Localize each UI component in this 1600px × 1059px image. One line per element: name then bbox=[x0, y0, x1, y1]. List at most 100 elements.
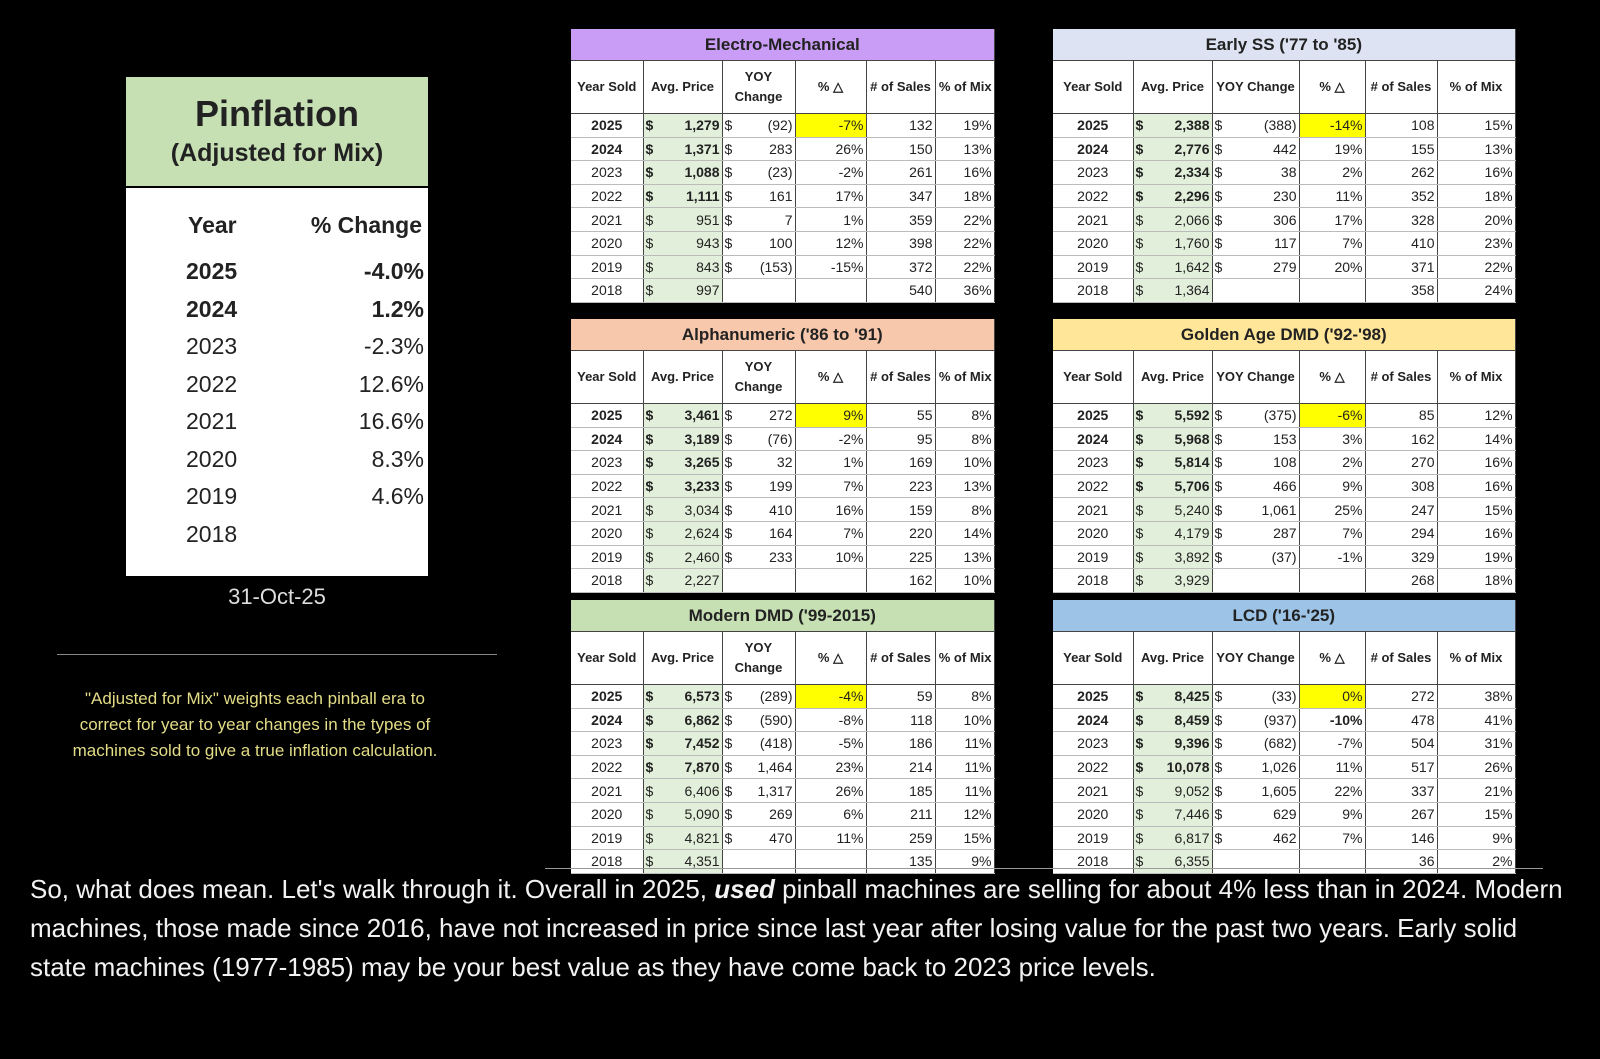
yoy-change: $ (388) bbox=[1212, 113, 1300, 138]
avg-price: $1,642 bbox=[1133, 255, 1213, 280]
yoy-change: $164 bbox=[722, 521, 796, 546]
yoy-change: $199 bbox=[722, 474, 796, 499]
yoy-change: $ (153) bbox=[722, 255, 796, 280]
table-row: 2019 $3,892 $ (37) -1% 329 19% bbox=[1053, 545, 1516, 570]
currency-symbol: $ bbox=[724, 164, 733, 181]
yoy-change bbox=[722, 278, 796, 303]
year-sold: 2024 bbox=[571, 137, 644, 162]
yoy-value: 108 bbox=[1273, 454, 1297, 471]
yoy-change: $1,026 bbox=[1212, 755, 1300, 780]
year-sold: 2021 bbox=[1053, 497, 1134, 522]
currency-symbol: $ bbox=[1214, 548, 1223, 565]
pct-change: -7% bbox=[795, 113, 867, 138]
yoy-change: $32 bbox=[722, 450, 796, 475]
table-row: 2019 $843 $ (153) -15% 372 22% bbox=[571, 255, 995, 280]
currency-symbol: $ bbox=[1214, 407, 1223, 424]
yoy-value: (153) bbox=[759, 258, 793, 275]
currency-symbol: $ bbox=[1135, 407, 1144, 424]
pct-of-mix: 21% bbox=[1437, 778, 1516, 803]
column-header: Year Sold bbox=[1053, 631, 1134, 685]
pinflation-subtitle: (Adjusted for Mix) bbox=[170, 139, 384, 167]
currency-symbol: $ bbox=[1135, 282, 1144, 299]
year-sold: 2022 bbox=[571, 755, 644, 780]
price-value: 951 bbox=[696, 211, 720, 228]
pct-of-mix: 15% bbox=[1437, 497, 1516, 522]
yoy-value: 7 bbox=[784, 211, 793, 228]
pinflation-row: 2024 1.2% bbox=[126, 291, 428, 329]
avg-price: $3,929 bbox=[1133, 568, 1213, 593]
avg-price: $943 bbox=[643, 231, 723, 256]
yoy-value: 462 bbox=[1273, 829, 1297, 846]
yoy-value: 283 bbox=[769, 140, 793, 157]
table-row: 2023 $1,088 $ (23) -2% 261 16% bbox=[571, 160, 995, 185]
num-sales: 159 bbox=[866, 497, 936, 522]
num-sales: 118 bbox=[866, 708, 936, 733]
yoy-change: $7 bbox=[722, 207, 796, 232]
column-header: % △ bbox=[795, 60, 867, 114]
year-sold: 2020 bbox=[571, 802, 644, 827]
pinflation-rows: 2025 -4.0% 2024 1.2% 2023 -2.3% 2022 12.6% 2021 1… bbox=[126, 253, 428, 553]
avg-price: $5,090 bbox=[643, 802, 723, 827]
year-sold: 2023 bbox=[571, 450, 644, 475]
currency-symbol: $ bbox=[1214, 117, 1223, 134]
para-text: So, what does mean. Let's walk through i… bbox=[30, 874, 715, 904]
pinflation-header: Pinflation (Adjusted for Mix) bbox=[126, 77, 428, 188]
num-sales: 135 bbox=[866, 849, 936, 874]
currency-symbol: $ bbox=[1214, 829, 1223, 846]
table-row: 2022 $1,111 $161 17% 347 18% bbox=[571, 184, 995, 209]
divider bbox=[57, 654, 497, 655]
currency-symbol: $ bbox=[645, 572, 654, 589]
row-change: 1.2% bbox=[371, 295, 424, 322]
price-value: 3,461 bbox=[684, 407, 720, 424]
currency-symbol: $ bbox=[1214, 164, 1223, 181]
row-year: 2020 bbox=[186, 445, 238, 472]
price-value: 6,355 bbox=[1174, 853, 1210, 870]
yoy-change bbox=[1212, 278, 1300, 303]
currency-symbol: $ bbox=[1135, 525, 1144, 542]
currency-symbol: $ bbox=[1214, 430, 1223, 447]
pct-change: 1% bbox=[795, 450, 867, 475]
pct-change bbox=[1299, 849, 1366, 874]
year-sold: 2024 bbox=[571, 708, 644, 733]
price-value: 2,776 bbox=[1174, 140, 1210, 157]
pinflation-row: 2021 16.6% bbox=[126, 403, 428, 441]
yoy-value: 466 bbox=[1273, 478, 1297, 495]
year-sold: 2022 bbox=[1053, 474, 1134, 499]
currency-symbol: $ bbox=[724, 548, 733, 565]
table-header-row: Year Sold Avg. Price YOY Change% △ # of Sal… bbox=[571, 631, 995, 685]
yoy-change: $ (375) bbox=[1212, 403, 1300, 428]
currency-symbol: $ bbox=[1135, 806, 1144, 823]
column-header: % of Mix bbox=[1437, 631, 1516, 685]
currency-symbol: $ bbox=[1135, 711, 1144, 728]
num-sales: 132 bbox=[866, 113, 936, 138]
pct-of-mix: 15% bbox=[1437, 113, 1516, 138]
avg-price: $2,227 bbox=[643, 568, 723, 593]
table-row: 2021 $5,240 $1,061 25% 247 15% bbox=[1053, 497, 1516, 522]
sales-table: Electro-Mechanical Year Sold Avg. Price YOY… bbox=[571, 29, 995, 303]
num-sales: 359 bbox=[866, 207, 936, 232]
column-header: % of Mix bbox=[1437, 60, 1516, 114]
avg-price: $2,776 bbox=[1133, 137, 1213, 162]
currency-symbol: $ bbox=[1214, 782, 1223, 799]
yoy-value: 269 bbox=[769, 806, 793, 823]
num-sales: 261 bbox=[866, 160, 936, 185]
yoy-change: $466 bbox=[1212, 474, 1300, 499]
pct-change: 10% bbox=[795, 545, 867, 570]
table-row: 2019 $2,460 $233 10% 225 13% bbox=[571, 545, 995, 570]
column-header: # of Sales bbox=[866, 60, 936, 114]
para-emphasis: used bbox=[714, 874, 775, 904]
price-value: 6,573 bbox=[684, 688, 720, 705]
table-row: 2024 $3,189 $ (76) -2% 95 8% bbox=[571, 427, 995, 452]
currency-symbol: $ bbox=[724, 759, 733, 776]
pct-of-mix: 31% bbox=[1437, 731, 1516, 756]
num-sales: 294 bbox=[1365, 521, 1438, 546]
table-header-row: Year Sold Avg. Price YOY Change% △ # of Sal… bbox=[1053, 60, 1516, 114]
yoy-value: 164 bbox=[769, 525, 793, 542]
column-header: Avg. Price bbox=[1133, 350, 1213, 404]
price-value: 6,817 bbox=[1174, 829, 1210, 846]
table-row: 2022 $3,233 $199 7% 223 13% bbox=[571, 474, 995, 499]
year-sold: 2023 bbox=[571, 160, 644, 185]
currency-symbol: $ bbox=[724, 140, 733, 157]
num-sales: 352 bbox=[1365, 184, 1438, 209]
yoy-value: 306 bbox=[1273, 211, 1297, 228]
